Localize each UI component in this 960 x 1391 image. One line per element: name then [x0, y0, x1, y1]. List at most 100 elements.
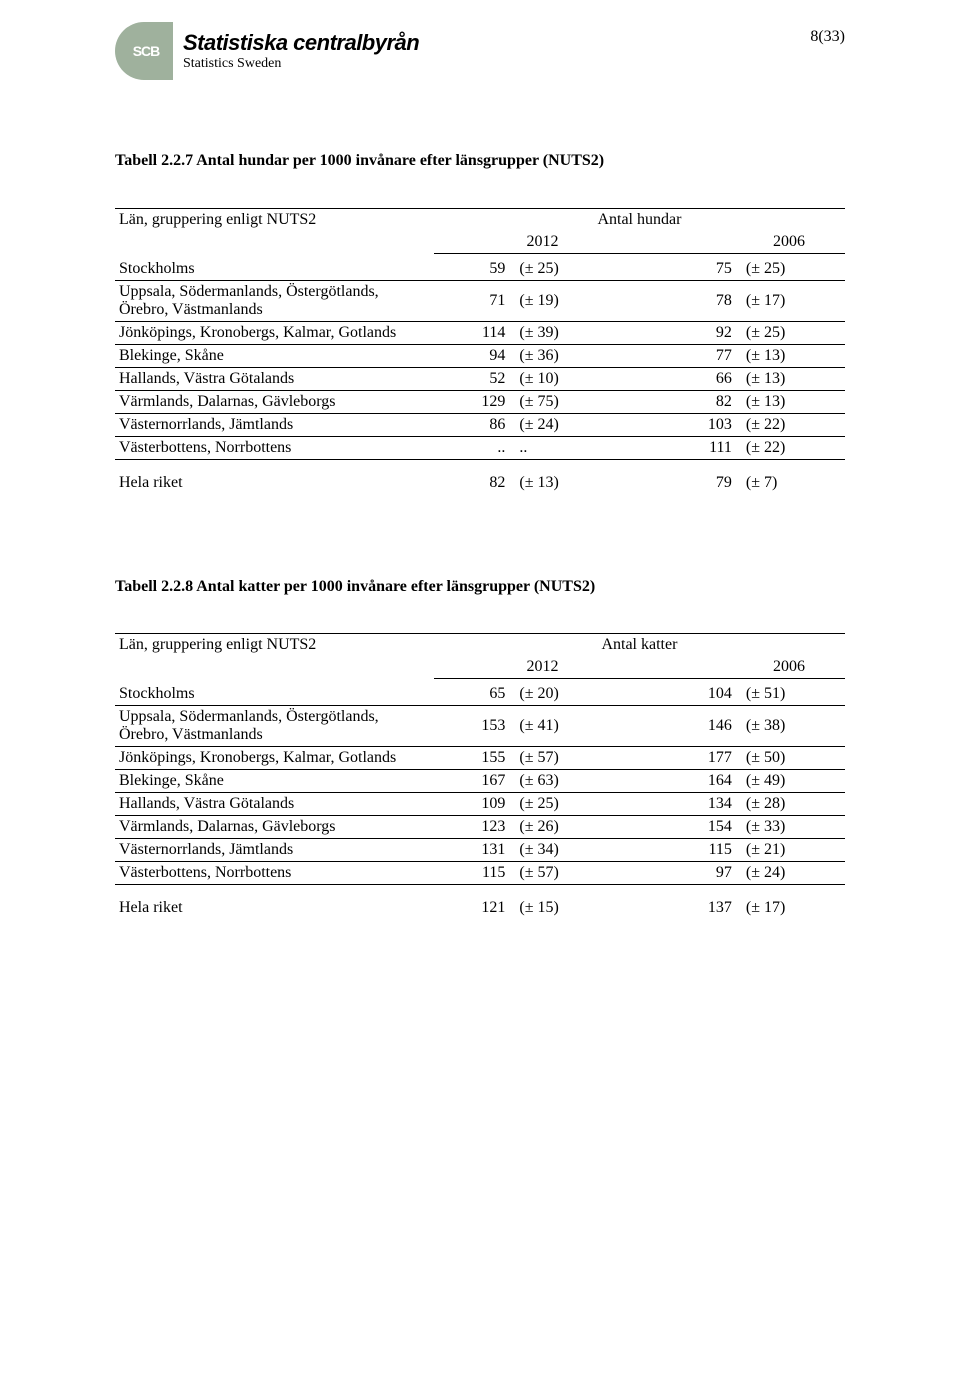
table-row: Värmlands, Dalarnas, Gävleborgs 129 (± 7…: [115, 390, 845, 413]
summary-e2: (± 7): [736, 459, 845, 494]
row-e1: (± 24): [509, 413, 618, 436]
table-row: Stockholms 65 (± 20) 104 (± 51): [115, 683, 845, 706]
row-v1: 86: [434, 413, 510, 436]
table-row: Västernorrlands, Jämtlands 86 (± 24) 103…: [115, 413, 845, 436]
table-row: Blekinge, Skåne 167 (± 63) 164 (± 49): [115, 770, 845, 793]
row-e2: (± 13): [736, 390, 845, 413]
table-row: Hallands, Västra Götalands 109 (± 25) 13…: [115, 793, 845, 816]
table-row: Värmlands, Dalarnas, Gävleborgs 123 (± 2…: [115, 816, 845, 839]
row-v1: 123: [434, 816, 510, 839]
row-e2: (± 28): [736, 793, 845, 816]
row-label: Värmlands, Dalarnas, Gävleborgs: [115, 816, 434, 839]
table27-summary: Hela riket 82 (± 13) 79 (± 7): [115, 459, 845, 494]
summary-v2: 137: [618, 885, 735, 920]
row-e1: (± 63): [509, 770, 618, 793]
row-e1: (± 10): [509, 367, 618, 390]
table28-year-a: 2012: [434, 656, 619, 679]
logo-abbrev: SCB: [133, 43, 160, 59]
summary-v1: 82: [434, 459, 510, 494]
row-v2: 77: [618, 344, 735, 367]
row-v2: 66: [618, 367, 735, 390]
row-v1: 52: [434, 367, 510, 390]
row-v2: 92: [618, 321, 735, 344]
row-v2: 164: [618, 770, 735, 793]
row-e2: (± 13): [736, 367, 845, 390]
table-row: Stockholms 59 (± 25) 75 (± 25): [115, 258, 845, 281]
logo-text: Statistiska centralbyrån Statistics Swed…: [183, 30, 419, 72]
row-e2: (± 21): [736, 839, 845, 862]
table27-year-a: 2012: [434, 231, 619, 254]
row-e2: (± 38): [736, 706, 845, 747]
row-e1: (± 39): [509, 321, 618, 344]
row-v2: 82: [618, 390, 735, 413]
row-v1: 131: [434, 839, 510, 862]
table27-header-measure: Antal hundar: [434, 208, 845, 231]
table-row: Västerbottens, Norrbottens .. .. 111 (± …: [115, 436, 845, 459]
row-label: Västerbottens, Norrbottens: [115, 436, 434, 459]
row-e2: (± 22): [736, 413, 845, 436]
row-label: Stockholms: [115, 258, 434, 281]
row-v1: 59: [434, 258, 510, 281]
row-v1: 153: [434, 706, 510, 747]
table28: Län, gruppering enligt NUTS2 Antal katte…: [115, 633, 845, 919]
table27: Län, gruppering enligt NUTS2 Antal hunda…: [115, 208, 845, 504]
summary-e1: (± 15): [509, 885, 618, 920]
row-e2: (± 22): [736, 436, 845, 459]
row-e1: (± 36): [509, 344, 618, 367]
row-label: Jönköpings, Kronobergs, Kalmar, Gotlands: [115, 321, 434, 344]
row-v2: 134: [618, 793, 735, 816]
row-e1: (± 75): [509, 390, 618, 413]
row-label: Västernorrlands, Jämtlands: [115, 839, 434, 862]
row-label: Blekinge, Skåne: [115, 344, 434, 367]
logo-line2: Statistics Sweden: [183, 56, 419, 72]
summary-e2: (± 17): [736, 885, 845, 920]
table28-header-measure: Antal katter: [434, 634, 845, 657]
row-e1: (± 26): [509, 816, 618, 839]
row-e1: (± 57): [509, 862, 618, 885]
summary-label: Hela riket: [115, 459, 434, 494]
row-e1: (± 20): [509, 683, 618, 706]
table-row: Uppsala, Södermanlands, Östergötlands, Ö…: [115, 280, 845, 321]
row-label: Västerbottens, Norrbottens: [115, 862, 434, 885]
row-e1: (± 25): [509, 793, 618, 816]
row-v1: ..: [434, 436, 510, 459]
table27-year-b: 2006: [618, 231, 845, 254]
row-v1: 109: [434, 793, 510, 816]
table28-summary: Hela riket 121 (± 15) 137 (± 17): [115, 885, 845, 920]
row-v2: 97: [618, 862, 735, 885]
row-e1: ..: [509, 436, 618, 459]
row-label: Västernorrlands, Jämtlands: [115, 413, 434, 436]
row-label: Hallands, Västra Götalands: [115, 793, 434, 816]
summary-e1: (± 13): [509, 459, 618, 494]
row-v2: 146: [618, 706, 735, 747]
row-v2: 75: [618, 258, 735, 281]
table-row: Västerbottens, Norrbottens 115 (± 57) 97…: [115, 862, 845, 885]
row-v1: 115: [434, 862, 510, 885]
row-e2: (± 49): [736, 770, 845, 793]
row-v1: 114: [434, 321, 510, 344]
row-v1: 65: [434, 683, 510, 706]
table28-year-b: 2006: [618, 656, 845, 679]
row-v2: 111: [618, 436, 735, 459]
table-row: Hallands, Västra Götalands 52 (± 10) 66 …: [115, 367, 845, 390]
scb-logo: SCB Statistiska centralbyrån Statistics …: [115, 22, 419, 80]
table-row: Blekinge, Skåne 94 (± 36) 77 (± 13): [115, 344, 845, 367]
row-e1: (± 57): [509, 747, 618, 770]
row-v1: 167: [434, 770, 510, 793]
row-v2: 104: [618, 683, 735, 706]
page-header: SCB Statistiska centralbyrån Statistics …: [115, 22, 845, 80]
summary-v2: 79: [618, 459, 735, 494]
row-e1: (± 41): [509, 706, 618, 747]
table-row: Jönköpings, Kronobergs, Kalmar, Gotlands…: [115, 747, 845, 770]
row-e1: (± 25): [509, 258, 618, 281]
row-v2: 103: [618, 413, 735, 436]
summary-v1: 121: [434, 885, 510, 920]
row-label: Uppsala, Södermanlands, Östergötlands, Ö…: [115, 706, 434, 747]
row-e2: (± 50): [736, 747, 845, 770]
row-label: Blekinge, Skåne: [115, 770, 434, 793]
row-label: Jönköpings, Kronobergs, Kalmar, Gotlands: [115, 747, 434, 770]
table27-header-group: Län, gruppering enligt NUTS2: [115, 208, 434, 253]
row-e2: (± 13): [736, 344, 845, 367]
table-row: Jönköpings, Kronobergs, Kalmar, Gotlands…: [115, 321, 845, 344]
row-v1: 129: [434, 390, 510, 413]
